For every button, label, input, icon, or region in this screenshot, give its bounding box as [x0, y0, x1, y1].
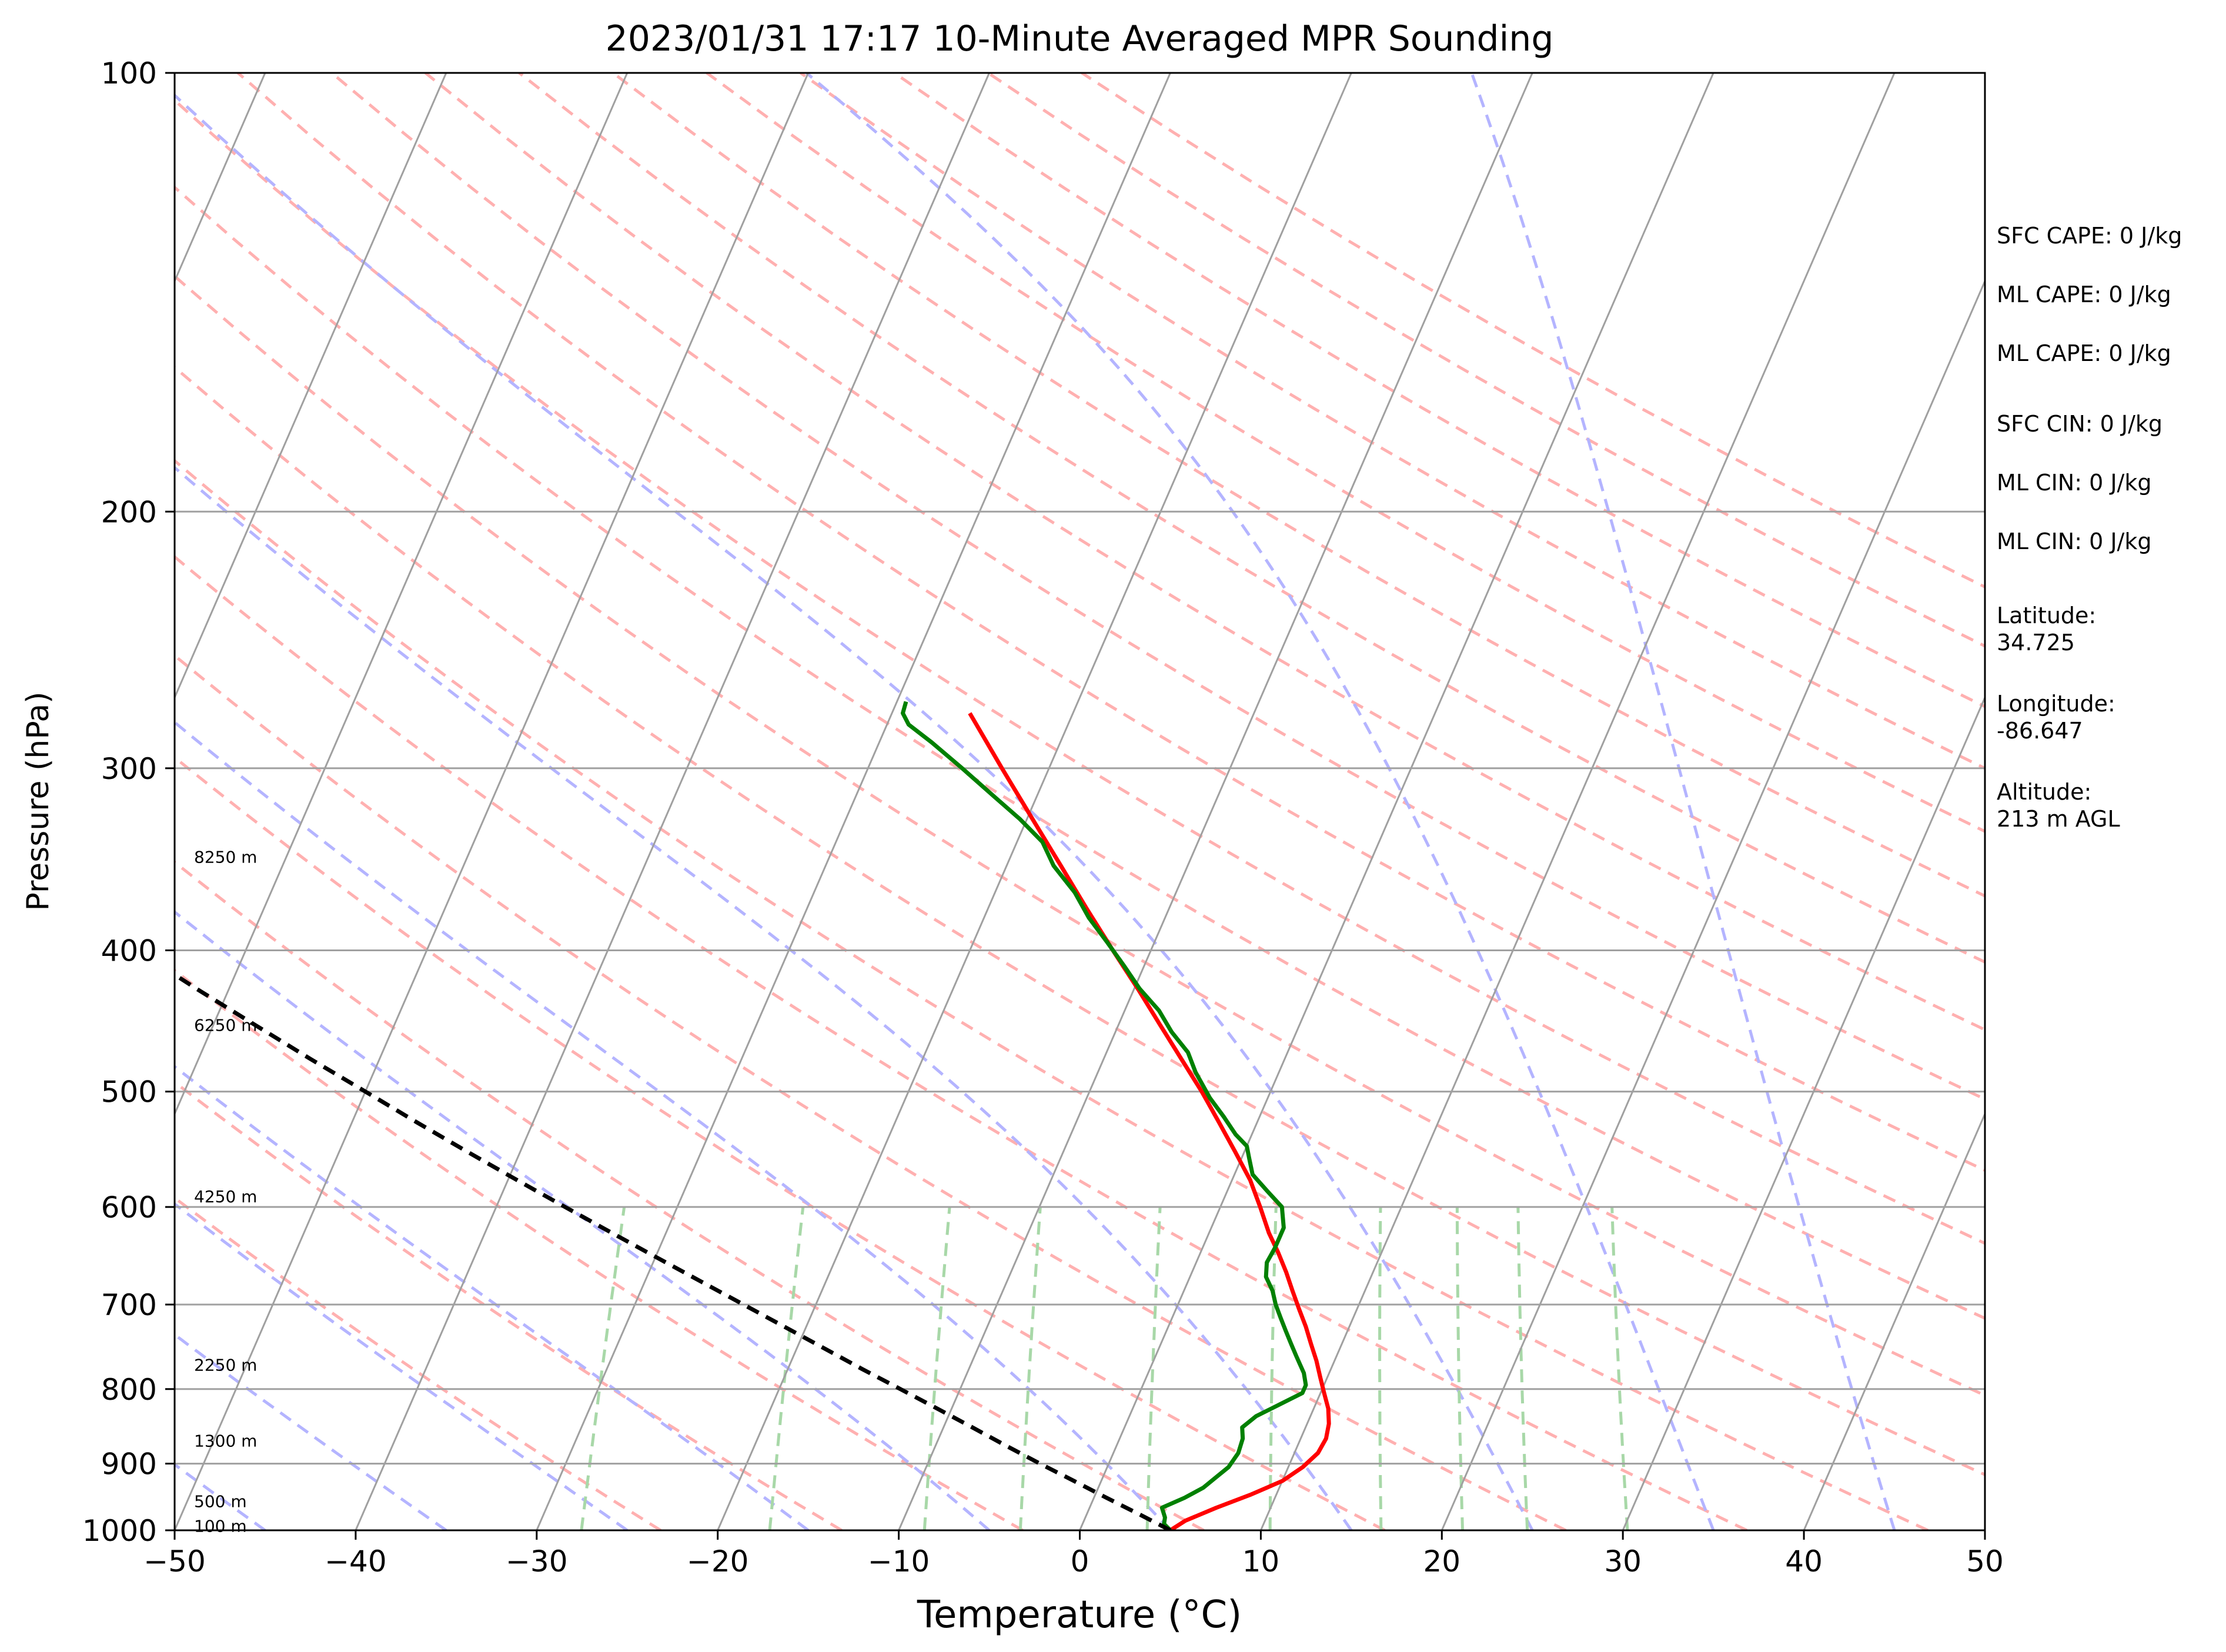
moist-adiabat-line [175, 1333, 447, 1530]
mixing-ratio-line [768, 1206, 805, 1530]
side-panel-entry: ML CAPE: 0 J/kg [1997, 340, 2171, 366]
moist-adiabat-line [175, 720, 1172, 1530]
side-panel: SFC CAPE: 0 J/kg ML CAPE: 0 J/kg ML CAPE: … [1997, 223, 2182, 832]
x-tick-label: 20 [1423, 1544, 1460, 1579]
dry-adiabat-line [175, 1196, 662, 1530]
dry-adiabat-line [175, 554, 1748, 1530]
isotherm-line [1260, 73, 1896, 1530]
axis-ticks: −50 −40 −30 −20 −10 0 10 20 30 40 50 100 200 300 400 50… [82, 56, 2004, 1579]
height-labels: 8250 m 6250 m 4250 m 2250 m 1300 m 500 m 100 m [194, 847, 257, 1536]
x-tick-label: 0 [1071, 1544, 1089, 1579]
plot-frame [173, 72, 1986, 1531]
side-panel-value: 34.725 [1997, 630, 2075, 656]
side-panel-entry: ML CIN: 0 J/kg [1997, 529, 2151, 554]
mixing-ratio-line [1018, 1206, 1042, 1530]
isotherm-line [355, 73, 990, 1530]
x-tick-label: −20 [687, 1544, 749, 1579]
height-label: 1300 m [194, 1432, 257, 1451]
mixing-ratio-line [1145, 1206, 1162, 1530]
dry-adiabat-line [518, 73, 1985, 964]
height-label: 2250 m [194, 1356, 257, 1375]
moist-adiabat-line [175, 910, 991, 1530]
dry-adiabat-line [175, 1080, 843, 1530]
dry-adiabat-line [237, 73, 1985, 1172]
isotherm-line [898, 73, 1533, 1530]
moist-adiabat-line [805, 73, 1715, 1530]
x-tick-label: 10 [1242, 1544, 1280, 1579]
y-tick-label: 500 [101, 1075, 157, 1109]
series-lines [175, 701, 1331, 1530]
side-panel-label: Latitude: [1997, 603, 2096, 628]
isotherm-line [1079, 73, 1714, 1530]
moist-adiabat-line [175, 1065, 810, 1530]
x-tick-label: −30 [506, 1544, 568, 1579]
x-tick-label: 50 [1966, 1544, 2004, 1579]
moist-adiabat-line [1470, 73, 1896, 1530]
dry-adiabat-line [175, 98, 1985, 1245]
y-tick-label: 1000 [82, 1514, 157, 1548]
x-tick-label: −50 [143, 1544, 206, 1579]
moist-adiabat-line [175, 1202, 629, 1530]
y-tick-label: 900 [101, 1447, 157, 1482]
y-tick-label: 100 [101, 56, 157, 91]
parcel-line [175, 972, 1172, 1530]
side-panel-label: Altitude: [1997, 779, 2091, 805]
height-label: 100 m [194, 1516, 247, 1536]
dry-adiabat-line [612, 73, 1985, 898]
mixing-ratio-line [1610, 1206, 1629, 1530]
dry-adiabat-line [893, 73, 1985, 708]
mixing-ratio-line [1378, 1206, 1383, 1530]
y-axis-label: Pressure (hPa) [21, 692, 56, 911]
height-label: 8250 m [194, 847, 257, 867]
dewpoint-line [901, 701, 1308, 1530]
side-panel-value: 213 m AGL [1997, 806, 2120, 832]
isotherm-line [717, 73, 1352, 1530]
x-tick-label: −40 [325, 1544, 387, 1579]
isotherm-line [175, 73, 447, 700]
dry-adiabat-line [425, 73, 1985, 1032]
height-label: 4250 m [194, 1187, 257, 1206]
isotherm-line [175, 73, 629, 1116]
moist-adiabat-line [175, 93, 1534, 1530]
dry-adiabat-line [175, 365, 1985, 1477]
height-label: 500 m [194, 1492, 247, 1511]
y-tick-label: 600 [101, 1190, 157, 1225]
x-tick-label: −10 [868, 1544, 930, 1579]
dry-adiabat-line [175, 274, 1985, 1397]
chart-title: 2023/01/31 17:17 10-Minute Averaged MPR … [606, 18, 1554, 59]
y-tick-label: 400 [101, 934, 157, 968]
dry-adiabat-line [175, 860, 1205, 1530]
isotherm-line [536, 73, 1171, 1530]
side-panel-entry: ML CIN: 0 J/kg [1997, 470, 2151, 496]
dry-adiabat-line [175, 459, 1929, 1530]
side-panel-entry: SFC CIN: 0 J/kg [1997, 411, 2163, 437]
y-tick-label: 800 [101, 1373, 157, 1407]
y-tick-label: 700 [101, 1288, 157, 1322]
y-tick-label: 200 [101, 495, 157, 529]
isotherm-line [1440, 279, 1985, 1530]
dry-adiabat-line [175, 654, 1567, 1530]
dry-adiabat-line [175, 755, 1386, 1530]
dry-adiabat-line [175, 185, 1985, 1320]
isotherm-line [1622, 695, 1985, 1530]
background-lines [175, 73, 1985, 1530]
isotherm-line [1803, 1111, 1985, 1530]
moist-adiabat-line [175, 466, 1353, 1530]
y-tick-label: 300 [101, 752, 157, 786]
mixing-ratio-line [580, 1206, 626, 1530]
mixing-ratio-line [1516, 1206, 1529, 1530]
side-panel-entry: SFC CAPE: 0 J/kg [1997, 223, 2182, 249]
x-tick-label: 40 [1785, 1544, 1823, 1579]
side-panel-value: -86.647 [1997, 718, 2083, 744]
isotherm-line [175, 73, 810, 1530]
x-axis-label: Temperature (°C) [917, 1593, 1242, 1637]
side-panel-entry: ML CAPE: 0 J/kg [1997, 282, 2171, 307]
height-label: 6250 m [194, 1015, 257, 1035]
mixing-ratio-line [1455, 1207, 1464, 1530]
side-panel-label: Longitude: [1997, 691, 2115, 717]
x-tick-label: 30 [1604, 1544, 1642, 1579]
mixing-ratio-line [923, 1206, 951, 1530]
dry-adiabat-line [800, 73, 1985, 770]
